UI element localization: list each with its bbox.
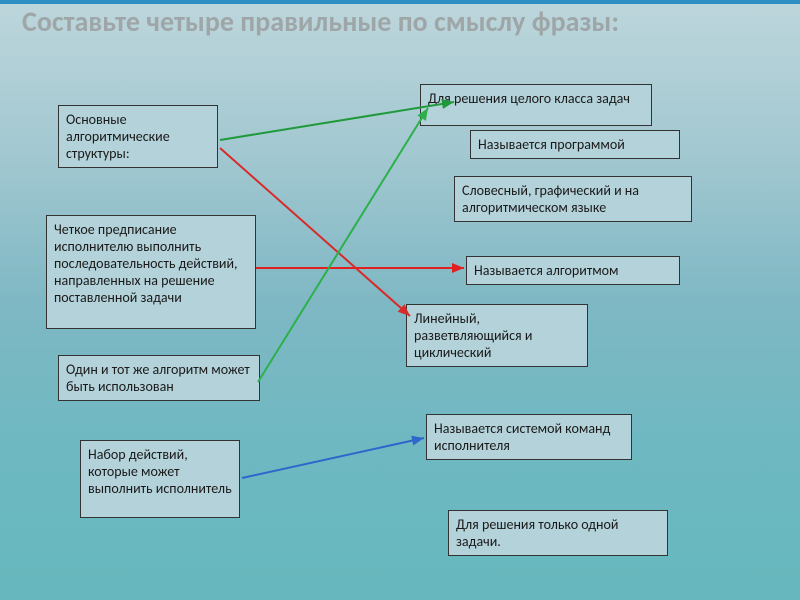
box-left-2: Четкое предписание исполнителю выполнить… xyxy=(46,215,256,329)
box-right-4: Называется алгоритмом xyxy=(466,256,680,285)
page-title: Составьте четыре правильные по смыслу фр… xyxy=(22,6,762,37)
box-right-6: Называется системой команд исполнителя xyxy=(426,414,632,460)
box-right-3: Словесный, графический и на алгоритмичес… xyxy=(454,176,692,222)
box-right-2: Называется программой xyxy=(470,130,680,159)
box-right-5: Линейный, разветвляющийся и циклический xyxy=(406,304,588,367)
box-left-1: Основные алгоритмические структуры: xyxy=(58,105,218,168)
box-left-3: Один и тот же алгоритм может быть исполь… xyxy=(58,355,260,401)
box-right-1: Для решения целого класса задач xyxy=(420,84,652,126)
box-right-7: Для решения только одной задачи. xyxy=(448,510,668,556)
box-left-4: Набор действий, которые может выполнить … xyxy=(80,440,240,518)
